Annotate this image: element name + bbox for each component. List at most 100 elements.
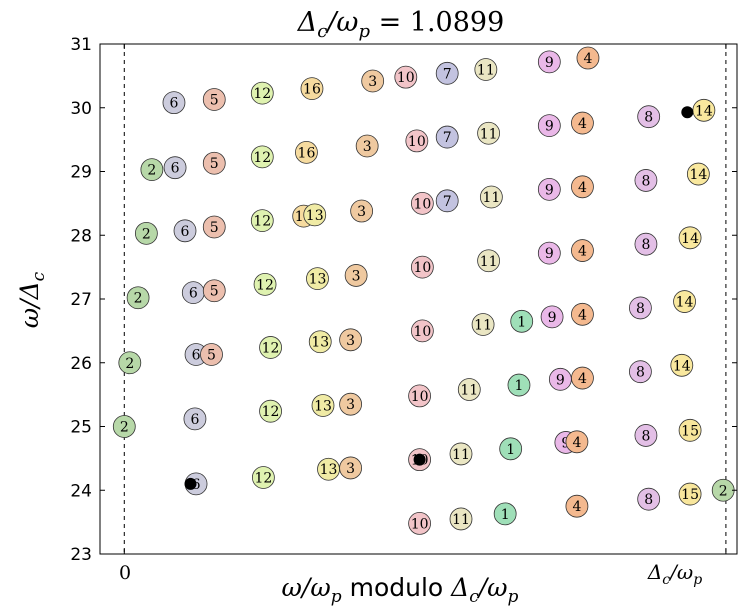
data-point: 7 xyxy=(435,61,459,85)
point-marker xyxy=(435,189,459,213)
point-marker xyxy=(576,46,600,70)
point-label: 5 xyxy=(210,156,219,172)
data-point: 14 xyxy=(692,98,716,122)
data-point: 6 xyxy=(162,91,186,115)
chart-title: Δc/ωp = 1.0899 xyxy=(297,7,505,42)
x-axis-ticks xyxy=(123,44,727,554)
point-marker xyxy=(202,151,226,175)
point-label: 10 xyxy=(411,389,429,405)
point-marker xyxy=(140,158,164,181)
point-marker xyxy=(540,305,564,329)
point-marker xyxy=(394,65,418,89)
point-label: 12 xyxy=(256,277,274,293)
y-tick-label: 24 xyxy=(70,481,92,501)
data-point: 12 xyxy=(251,466,275,489)
point-marker xyxy=(202,88,226,111)
point-marker xyxy=(449,507,473,531)
point-marker xyxy=(435,61,459,85)
point-marker xyxy=(306,267,329,291)
point-marker xyxy=(493,502,517,526)
data-point: 12 xyxy=(259,399,282,423)
data-point: 8 xyxy=(637,105,661,129)
point-marker xyxy=(474,58,498,81)
point-marker xyxy=(457,378,481,401)
point-label: 13 xyxy=(311,335,329,351)
point-label: 7 xyxy=(443,66,452,82)
data-point: 11 xyxy=(449,442,473,466)
data-point: 14 xyxy=(686,162,710,186)
point-marker xyxy=(112,415,136,438)
point-marker xyxy=(355,134,379,158)
point-label: 16 xyxy=(303,82,321,98)
data-point: 2 xyxy=(112,415,136,438)
point-marker xyxy=(361,69,385,93)
data-point: 4 xyxy=(571,366,594,390)
point-label: 9 xyxy=(556,372,565,388)
data-point: 9 xyxy=(537,241,561,265)
point-label: 11 xyxy=(460,383,478,399)
data-point: 5 xyxy=(202,215,226,239)
point-marker xyxy=(408,512,432,535)
highlight-dot xyxy=(681,106,694,119)
point-label: 5 xyxy=(210,284,219,300)
data-point: 3 xyxy=(355,134,379,158)
point-label: 13 xyxy=(306,208,324,224)
point-label: 11 xyxy=(452,512,470,528)
point-label: 2 xyxy=(120,420,129,436)
point-label: 15 xyxy=(681,423,699,439)
data-point: 1 xyxy=(499,437,523,461)
point-marker xyxy=(344,264,368,287)
point-label: 16 xyxy=(298,145,316,161)
highlight-dot xyxy=(184,477,197,490)
data-point: 2 xyxy=(140,158,164,181)
point-label: 13 xyxy=(309,272,327,288)
y-tick-label: 30 xyxy=(70,99,92,119)
data-point: 5 xyxy=(202,88,226,111)
point-label: 4 xyxy=(578,244,587,260)
point-marker xyxy=(259,399,282,423)
data-point: 7 xyxy=(435,189,459,213)
point-label: 3 xyxy=(363,139,372,155)
point-marker xyxy=(251,466,275,489)
data-point: 8 xyxy=(634,232,658,256)
data-point: 9 xyxy=(537,50,561,74)
point-label: 10 xyxy=(413,196,431,212)
point-marker xyxy=(339,392,363,416)
data-point: 4 xyxy=(571,239,594,262)
point-label: 14 xyxy=(681,231,699,247)
point-label: 4 xyxy=(578,307,587,323)
point-label: 13 xyxy=(320,462,338,478)
data-point: 9 xyxy=(537,114,561,137)
data-point: 8 xyxy=(634,169,658,192)
point-label: 13 xyxy=(314,398,332,414)
highlight-dot xyxy=(413,453,426,466)
point-label: 2 xyxy=(142,226,151,242)
point-marker xyxy=(637,487,661,511)
point-label: 11 xyxy=(474,318,492,334)
point-marker xyxy=(253,272,277,296)
data-point: 6 xyxy=(173,219,197,243)
data-point: 8 xyxy=(629,360,652,384)
point-label: 4 xyxy=(578,180,587,196)
point-marker xyxy=(477,249,501,273)
point-label: 10 xyxy=(397,70,415,86)
data-point: 2 xyxy=(126,286,150,310)
point-marker xyxy=(410,255,434,279)
point-marker xyxy=(565,494,589,518)
point-marker xyxy=(405,129,429,153)
point-marker xyxy=(629,360,652,384)
data-point: 4 xyxy=(571,175,594,199)
y-tick-label: 25 xyxy=(70,418,92,438)
y-tick-label: 23 xyxy=(70,545,92,565)
point-label: 7 xyxy=(443,194,452,210)
point-marker xyxy=(259,336,282,359)
data-point: 12 xyxy=(253,272,277,296)
point-marker xyxy=(173,219,197,243)
data-point: 16 xyxy=(300,77,324,101)
data-point: 8 xyxy=(629,296,652,320)
point-label: 6 xyxy=(189,286,198,302)
point-label: 14 xyxy=(676,295,694,311)
data-markers: 2222266666665555512121212121212161616131… xyxy=(112,46,735,535)
y-tick-label: 27 xyxy=(70,290,92,310)
data-point: 3 xyxy=(344,264,368,287)
